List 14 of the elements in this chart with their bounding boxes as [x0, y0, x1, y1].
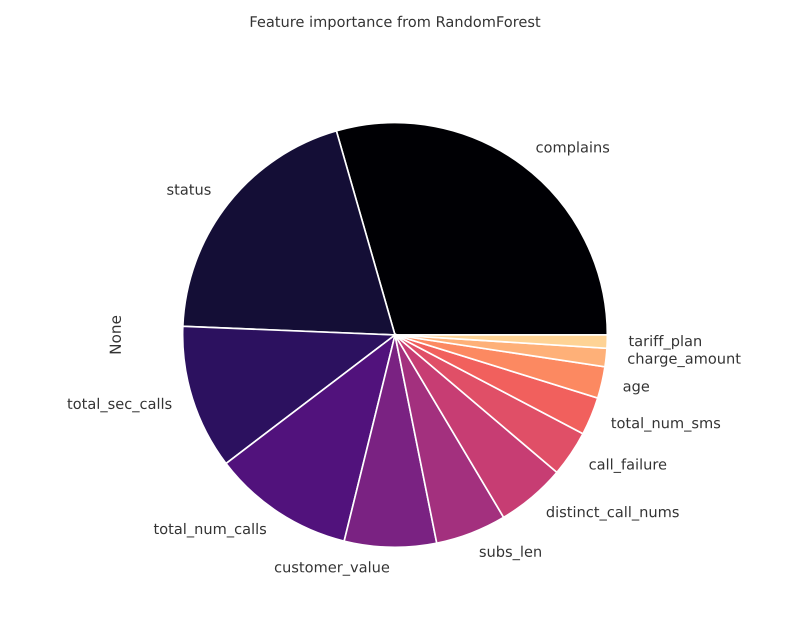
text: None — [110, 316, 122, 354]
chart-title: Feature importance from RandomForest — [250, 16, 540, 30]
slice-label: customer_value — [274, 561, 390, 576]
slice-label: total_num_calls — [154, 522, 266, 538]
slice-label: age — [624, 383, 650, 394]
slice-label: charge_amount — [628, 352, 741, 368]
slice-label: distinct_call_nums — [546, 506, 679, 521]
slice-label: subs_len — [480, 546, 541, 560]
slice-label: tariff_plan — [628, 335, 701, 350]
slice-label: total_num_sms — [611, 417, 720, 432]
slice-label: total_sec_calls — [67, 398, 172, 412]
slice-label: status — [167, 184, 211, 195]
slice-label: complains — [536, 141, 610, 156]
slice-label: call_failure — [589, 458, 666, 473]
